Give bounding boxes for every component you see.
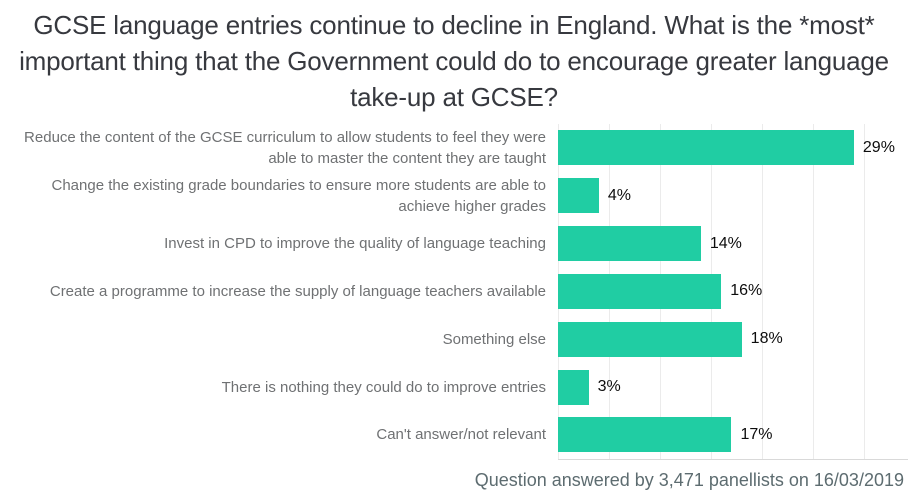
bar (558, 321, 742, 357)
chart-row: There is nothing they could do to improv… (0, 363, 908, 411)
chart-row: Can't answer/not relevant 17% (0, 411, 908, 459)
bar-track: 17% (558, 411, 908, 459)
bar (558, 130, 854, 166)
bar (558, 417, 732, 453)
bar (558, 273, 722, 309)
bar-track: 16% (558, 268, 908, 316)
bar-track: 3% (558, 363, 908, 411)
bar-chart: Reduce the content of the GCSE curriculu… (0, 124, 908, 460)
x-axis-line (558, 459, 908, 460)
bar (558, 226, 701, 262)
chart-row: Something else 18% (0, 315, 908, 363)
category-label: Change the existing grade boundaries to … (51, 176, 547, 215)
chart-row: Create a programme to increase the suppl… (0, 268, 908, 316)
bar-track: 18% (558, 315, 908, 363)
category-label: Can't answer/not relevant (376, 426, 546, 444)
category-label: Create a programme to increase the suppl… (49, 282, 546, 300)
category-label: Invest in CPD to improve the quality of … (164, 235, 546, 253)
chart-row: Invest in CPD to improve the quality of … (0, 220, 908, 268)
value-label: 17% (740, 425, 773, 443)
category-label: Reduce the content of the GCSE curriculu… (24, 128, 546, 167)
category-label: There is nothing they could do to improv… (221, 378, 546, 396)
chart-title: GCSE language entries continue to declin… (19, 10, 889, 112)
value-label: 29% (862, 138, 895, 156)
chart-rows: Reduce the content of the GCSE curriculu… (0, 124, 908, 459)
category-label: Something else (442, 330, 546, 348)
bar-track: 14% (558, 220, 908, 268)
chart-footnote: Question answered by 3,471 panellists on… (474, 470, 904, 490)
chart-row: Change the existing grade boundaries to … (0, 172, 908, 220)
value-label: 16% (730, 282, 763, 300)
bar (558, 178, 599, 214)
value-label: 14% (709, 234, 742, 252)
bar (558, 369, 589, 405)
value-label: 4% (607, 186, 631, 204)
bar-track: 29% (558, 124, 908, 172)
bar-track: 4% (558, 172, 908, 220)
value-label: 18% (750, 330, 783, 348)
value-label: 3% (597, 378, 621, 396)
chart-row: Reduce the content of the GCSE curriculu… (0, 124, 908, 172)
